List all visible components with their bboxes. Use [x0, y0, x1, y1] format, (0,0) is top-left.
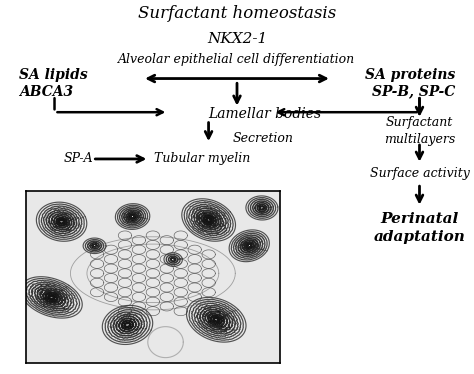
Polygon shape — [56, 218, 67, 226]
Text: ABCA3: ABCA3 — [19, 85, 73, 99]
Text: SA lipids: SA lipids — [19, 68, 88, 82]
Polygon shape — [45, 292, 58, 302]
Text: SP-A: SP-A — [64, 153, 94, 165]
Polygon shape — [202, 215, 215, 224]
Text: Lamellar bodies: Lamellar bodies — [209, 107, 322, 121]
Text: Surface activity: Surface activity — [370, 168, 469, 180]
Text: NKX2-1: NKX2-1 — [207, 32, 267, 46]
Text: SA proteins: SA proteins — [365, 68, 455, 82]
Text: Perinatal
adaptation: Perinatal adaptation — [374, 212, 465, 244]
Text: Secretion: Secretion — [232, 132, 293, 145]
Text: Surfactant homeostasis: Surfactant homeostasis — [138, 4, 336, 22]
Text: Alveolar epithelial cell differentiation: Alveolar epithelial cell differentiation — [118, 53, 356, 66]
Polygon shape — [209, 315, 223, 325]
Polygon shape — [122, 321, 133, 329]
Text: Tubular myelin: Tubular myelin — [154, 153, 250, 165]
Text: Surfactant
multilayers: Surfactant multilayers — [384, 116, 455, 146]
Text: SP-B, SP-C: SP-B, SP-C — [372, 85, 455, 99]
